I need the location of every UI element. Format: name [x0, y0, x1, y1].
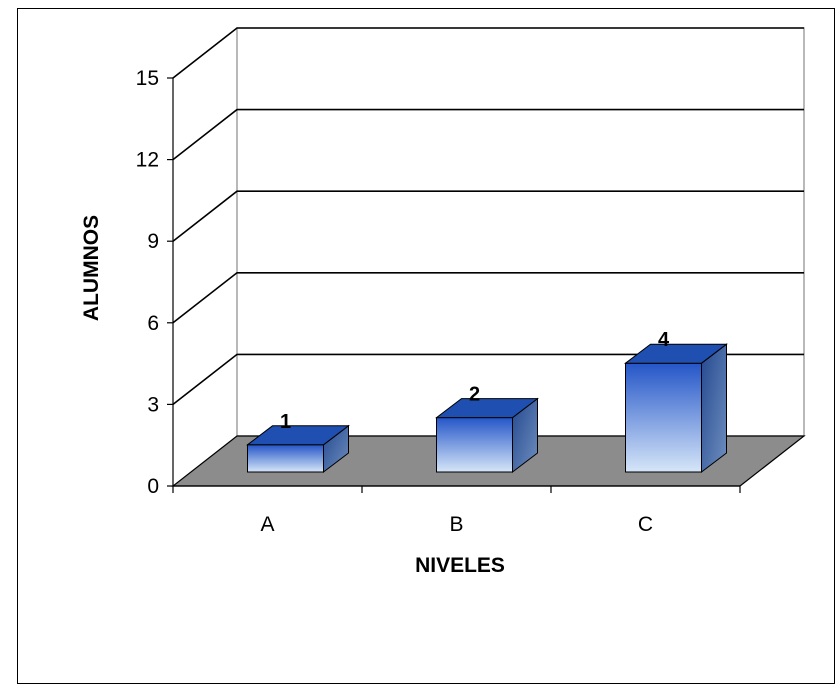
y-tick-label: 0 — [147, 475, 159, 498]
y-axis-title: ALUMNOS — [80, 215, 103, 321]
y-tick-label: 9 — [147, 230, 159, 253]
gridline — [172, 27, 804, 79]
y-tick-label: 6 — [147, 312, 159, 335]
x-tick-labels: A B C — [260, 513, 653, 536]
bars — [246, 343, 728, 474]
y-tick-label: 15 — [136, 67, 159, 90]
data-labels: 1 2 4 — [280, 329, 670, 433]
data-label: 4 — [658, 329, 670, 351]
data-label: 2 — [469, 384, 480, 406]
gridline — [172, 353, 804, 406]
x-tick-label: A — [260, 513, 274, 536]
bar — [435, 397, 539, 474]
bar-front — [247, 444, 324, 473]
y-tick-labels: 0 3 6 9 12 15 — [136, 67, 159, 498]
gridlines — [172, 27, 804, 406]
bar-top — [624, 343, 728, 364]
y-tick-label: 12 — [136, 149, 159, 172]
gridline — [172, 271, 804, 324]
bar — [246, 424, 350, 474]
x-tick-label: B — [449, 513, 463, 536]
bar-top — [435, 398, 539, 419]
gridline — [172, 108, 804, 161]
bar-front — [436, 417, 513, 473]
x-tick-label: C — [638, 513, 653, 536]
bar-top — [246, 425, 350, 446]
data-label: 1 — [280, 411, 291, 433]
axes — [167, 77, 741, 493]
gridline — [172, 190, 804, 242]
y-tick-label: 3 — [147, 393, 159, 416]
bar-front — [625, 362, 702, 473]
x-axis-title: NIVELES — [415, 554, 505, 577]
bar-side — [701, 343, 727, 474]
bar — [624, 343, 728, 474]
